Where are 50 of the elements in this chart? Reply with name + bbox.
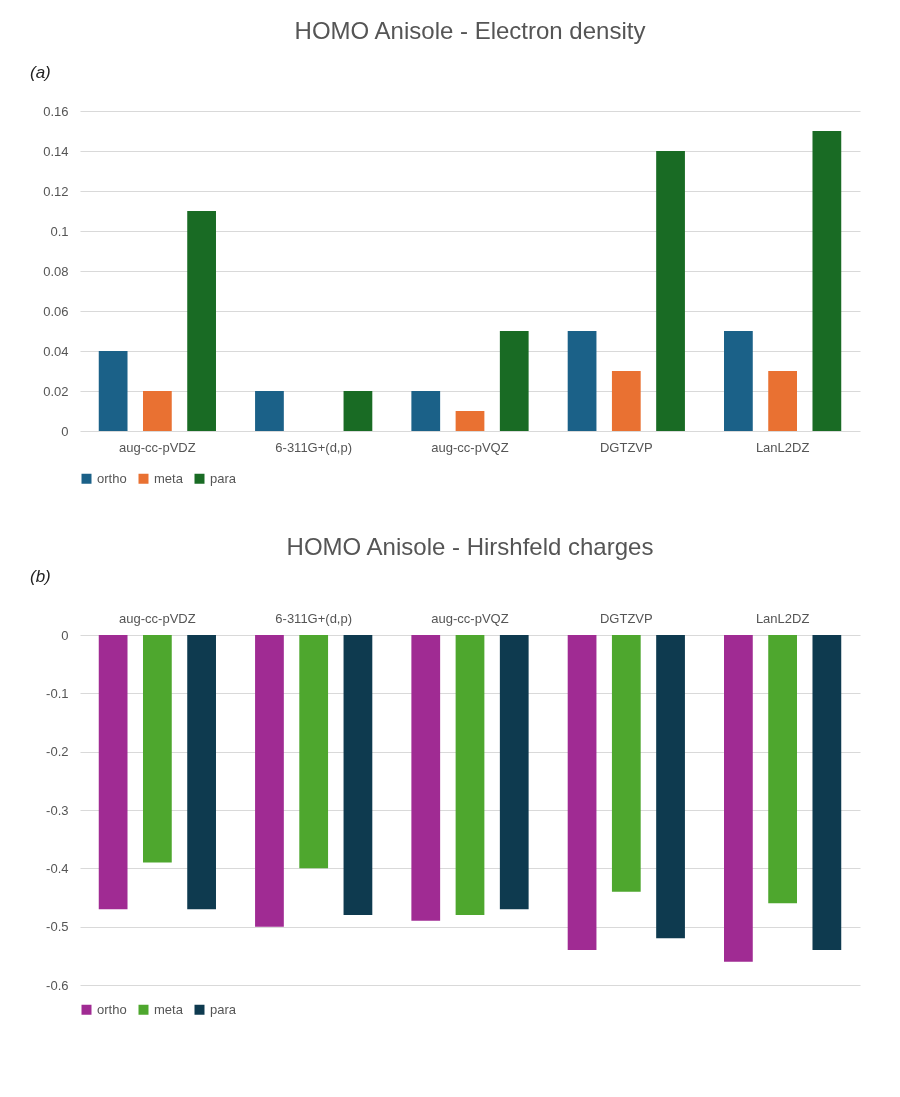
bar: [255, 391, 284, 431]
bar: [611, 371, 641, 431]
bar: [187, 211, 216, 431]
legend-label: meta: [154, 470, 184, 486]
y-tick-label: -0.2: [46, 744, 69, 760]
legend-label: ortho: [97, 470, 127, 486]
legend-label: ortho: [97, 1001, 127, 1017]
x-tick-label: LanL2DZ: [755, 610, 810, 626]
y-tick-label: 0.14: [43, 143, 69, 159]
bar: [455, 411, 485, 431]
x-tick-label: DGTZVP: [599, 439, 653, 455]
bar: [656, 151, 685, 431]
y-tick-label: -0.5: [46, 919, 69, 935]
chart-title: HOMO Anisole - Electron density: [294, 17, 646, 44]
bar: [812, 131, 842, 431]
y-tick-label: 0.06: [43, 303, 69, 319]
x-tick-label: 6-311G+(d,p): [275, 439, 353, 455]
x-tick-label: aug-cc-pVDZ: [119, 439, 196, 455]
bar: [411, 391, 441, 431]
chart-title: HOMO Anisole - Hirshfeld charges: [286, 533, 654, 560]
y-tick-label: -0.4: [46, 860, 69, 876]
y-tick-label: 0.08: [43, 263, 69, 279]
bar: [343, 391, 373, 431]
y-tick-label: 0.1: [50, 223, 69, 239]
y-tick-label: 0.02: [43, 383, 69, 399]
x-tick-label: aug-cc-pVDZ: [119, 610, 196, 626]
y-tick-label: 0.16: [43, 103, 69, 119]
bar: [567, 331, 597, 431]
bar: [768, 371, 797, 431]
y-tick-label: 0.12: [43, 183, 69, 199]
y-tick-label: -0.6: [46, 977, 69, 993]
bar: [499, 331, 529, 431]
bar: [143, 391, 172, 431]
x-tick-label: 6-311G+(d,p): [275, 610, 353, 626]
y-tick-label: -0.1: [46, 685, 69, 701]
y-tick-label: 0: [61, 423, 69, 439]
y-tick-label: -0.3: [46, 802, 69, 818]
x-tick-label: aug-cc-pVQZ: [431, 610, 509, 626]
x-tick-label: LanL2DZ: [755, 439, 810, 455]
y-tick-label: 0.04: [43, 343, 69, 359]
legend-label: para: [210, 1001, 237, 1017]
text: (a): [30, 63, 51, 82]
y-tick-label: 0: [61, 627, 69, 643]
text: (b): [30, 567, 51, 586]
legend-label: para: [210, 470, 237, 486]
x-tick-label: DGTZVP: [599, 610, 653, 626]
bar: [98, 351, 128, 431]
legend-label: meta: [154, 1001, 184, 1017]
bar: [724, 331, 753, 431]
x-tick-label: aug-cc-pVQZ: [431, 439, 509, 455]
